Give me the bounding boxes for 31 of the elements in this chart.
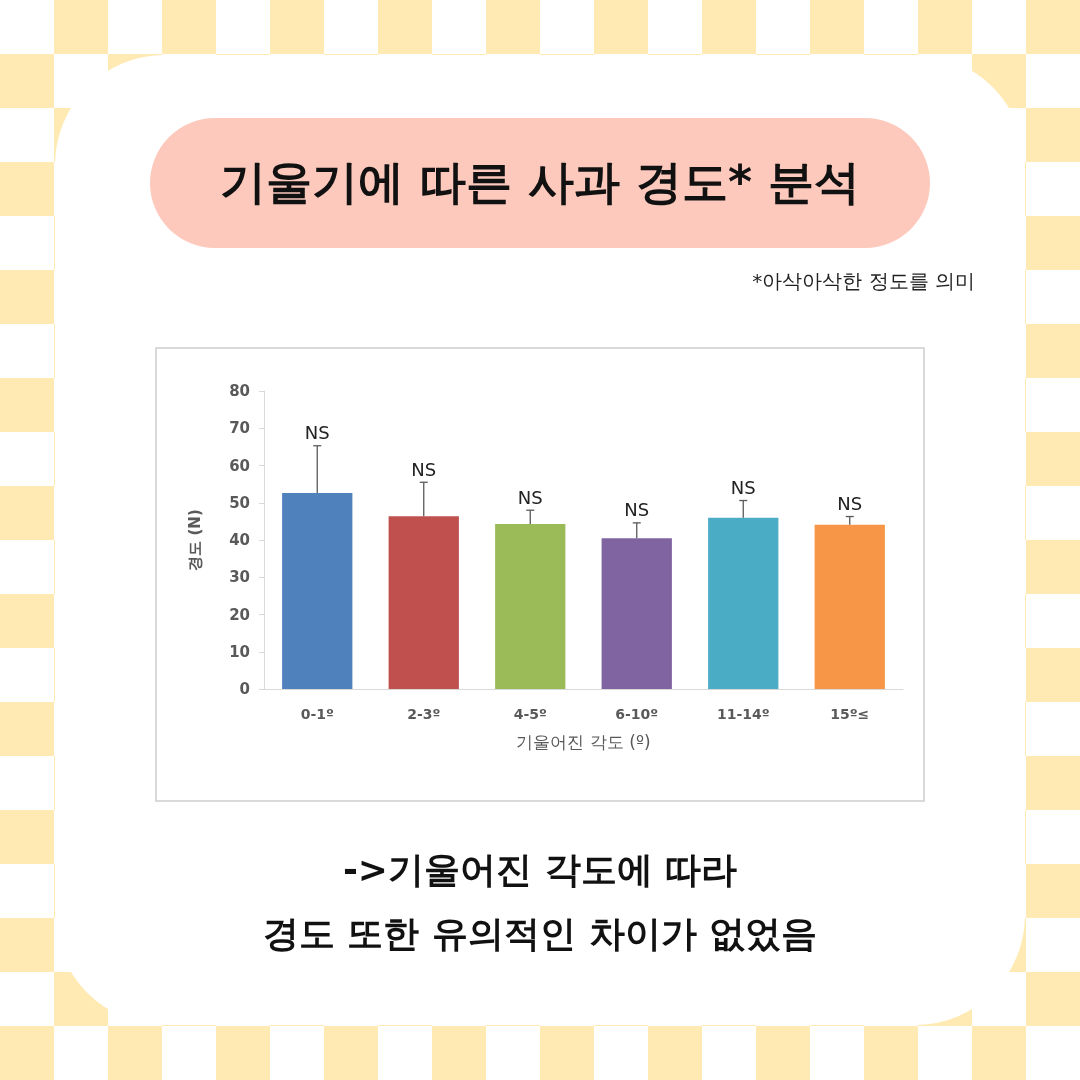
y-tick-label: 10	[229, 642, 250, 661]
y-tick-label: 0	[239, 680, 250, 698]
bar	[495, 523, 566, 689]
bar	[601, 538, 672, 689]
x-axis-title: 기울어진 각도 (º)	[516, 731, 651, 752]
y-tick-label: 70	[229, 419, 250, 438]
x-tick-label: 4-5º	[513, 706, 547, 722]
y-tick-label: 40	[229, 531, 250, 549]
bar	[708, 517, 779, 689]
text: ->기울어진 각도에 따라 경도 또한 유의적인 차이가 없었음	[261, 848, 819, 956]
y-axis-title: 경도 (N)	[185, 509, 204, 571]
annotation: NS	[837, 493, 863, 515]
x-tick-label: 11-14º	[716, 706, 770, 722]
bar	[388, 516, 459, 689]
y-tick-label: 20	[229, 605, 250, 624]
annotation: NS	[411, 458, 437, 480]
bar	[814, 524, 885, 689]
x-tick-label: 6-10º	[615, 706, 659, 722]
x-tick-label: 15º≤	[830, 706, 870, 722]
annotation: NS	[624, 499, 650, 521]
bar	[282, 493, 353, 689]
chart-subtitle: *아삭아삭한 정도를 의미	[752, 268, 975, 295]
annotation: NS	[517, 486, 543, 508]
y-tick-label: 80	[229, 382, 250, 400]
x-tick-label: 2-3º	[407, 706, 441, 722]
annotation: NS	[304, 422, 330, 444]
y-tick-label: 30	[229, 568, 250, 587]
x-tick-label: 0-1º	[300, 706, 334, 722]
annotation: NS	[730, 477, 756, 499]
y-tick-label: 60	[229, 456, 250, 475]
y-tick-label: 50	[229, 493, 250, 512]
